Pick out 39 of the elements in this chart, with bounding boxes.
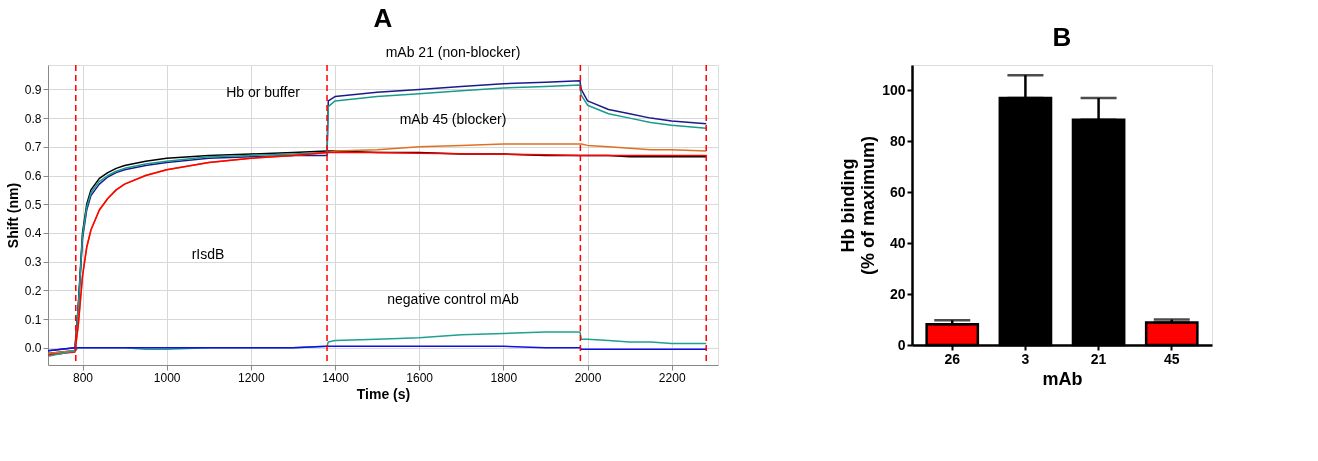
annotation: Hb or buffer <box>226 84 301 100</box>
y-tick-label: 0.0 <box>24 341 42 356</box>
text: mAb 21 (non-blocker) <box>385 44 521 60</box>
y-tick-label: 40 <box>889 234 906 251</box>
y-tick-label: 100 <box>882 81 906 98</box>
x-tick-label: 1200 <box>238 370 266 385</box>
x-tick-label: 2000 <box>574 370 602 385</box>
y-tick-label: 0.7 <box>24 140 42 155</box>
x-tick-label: 800 <box>72 370 94 385</box>
annotation: rIsdB <box>191 246 225 262</box>
annotation: negative control mAb <box>387 291 519 307</box>
y-tick-label: 0 <box>897 336 906 353</box>
y-tick-label: 0.1 <box>24 312 42 327</box>
x-tick-label: 45 <box>1163 350 1180 367</box>
x-tick-label: 2200 <box>658 370 686 385</box>
x-tick-label: 1600 <box>406 370 434 385</box>
y-tick-label: 60 <box>889 183 906 200</box>
x-tick-label: 21 <box>1090 350 1107 367</box>
x-tick-label: 1000 <box>153 370 181 385</box>
x-tick-label: 26 <box>944 350 961 367</box>
x-axis-title: Time (s) <box>356 385 411 402</box>
y-tick-label: 0.3 <box>24 255 42 270</box>
chart-title: B <box>1052 22 1072 52</box>
y-axis-title: Shift (nm) <box>4 182 21 249</box>
y-tick-label: 0.4 <box>24 226 42 241</box>
y-tick-label: 80 <box>889 132 906 149</box>
y-tick-label: 0.2 <box>24 283 42 298</box>
annotation: mAb 45 (blocker) <box>399 111 507 127</box>
y-tick-label: 20 <box>889 285 906 302</box>
x-tick-label: 1800 <box>490 370 518 385</box>
chart-title: A <box>373 3 393 33</box>
y-tick-label: 0.8 <box>24 111 42 126</box>
y-tick-label: 0.5 <box>24 197 42 212</box>
y-axis-title: Hb binding (% of maximum) <box>838 135 879 276</box>
x-tick-label: 1400 <box>322 370 350 385</box>
x-axis-title: mAb <box>1042 368 1083 389</box>
x-tick-label: 3 <box>1021 350 1030 367</box>
y-tick-label: 0.6 <box>24 169 42 184</box>
y-tick-label: 0.9 <box>24 82 42 97</box>
